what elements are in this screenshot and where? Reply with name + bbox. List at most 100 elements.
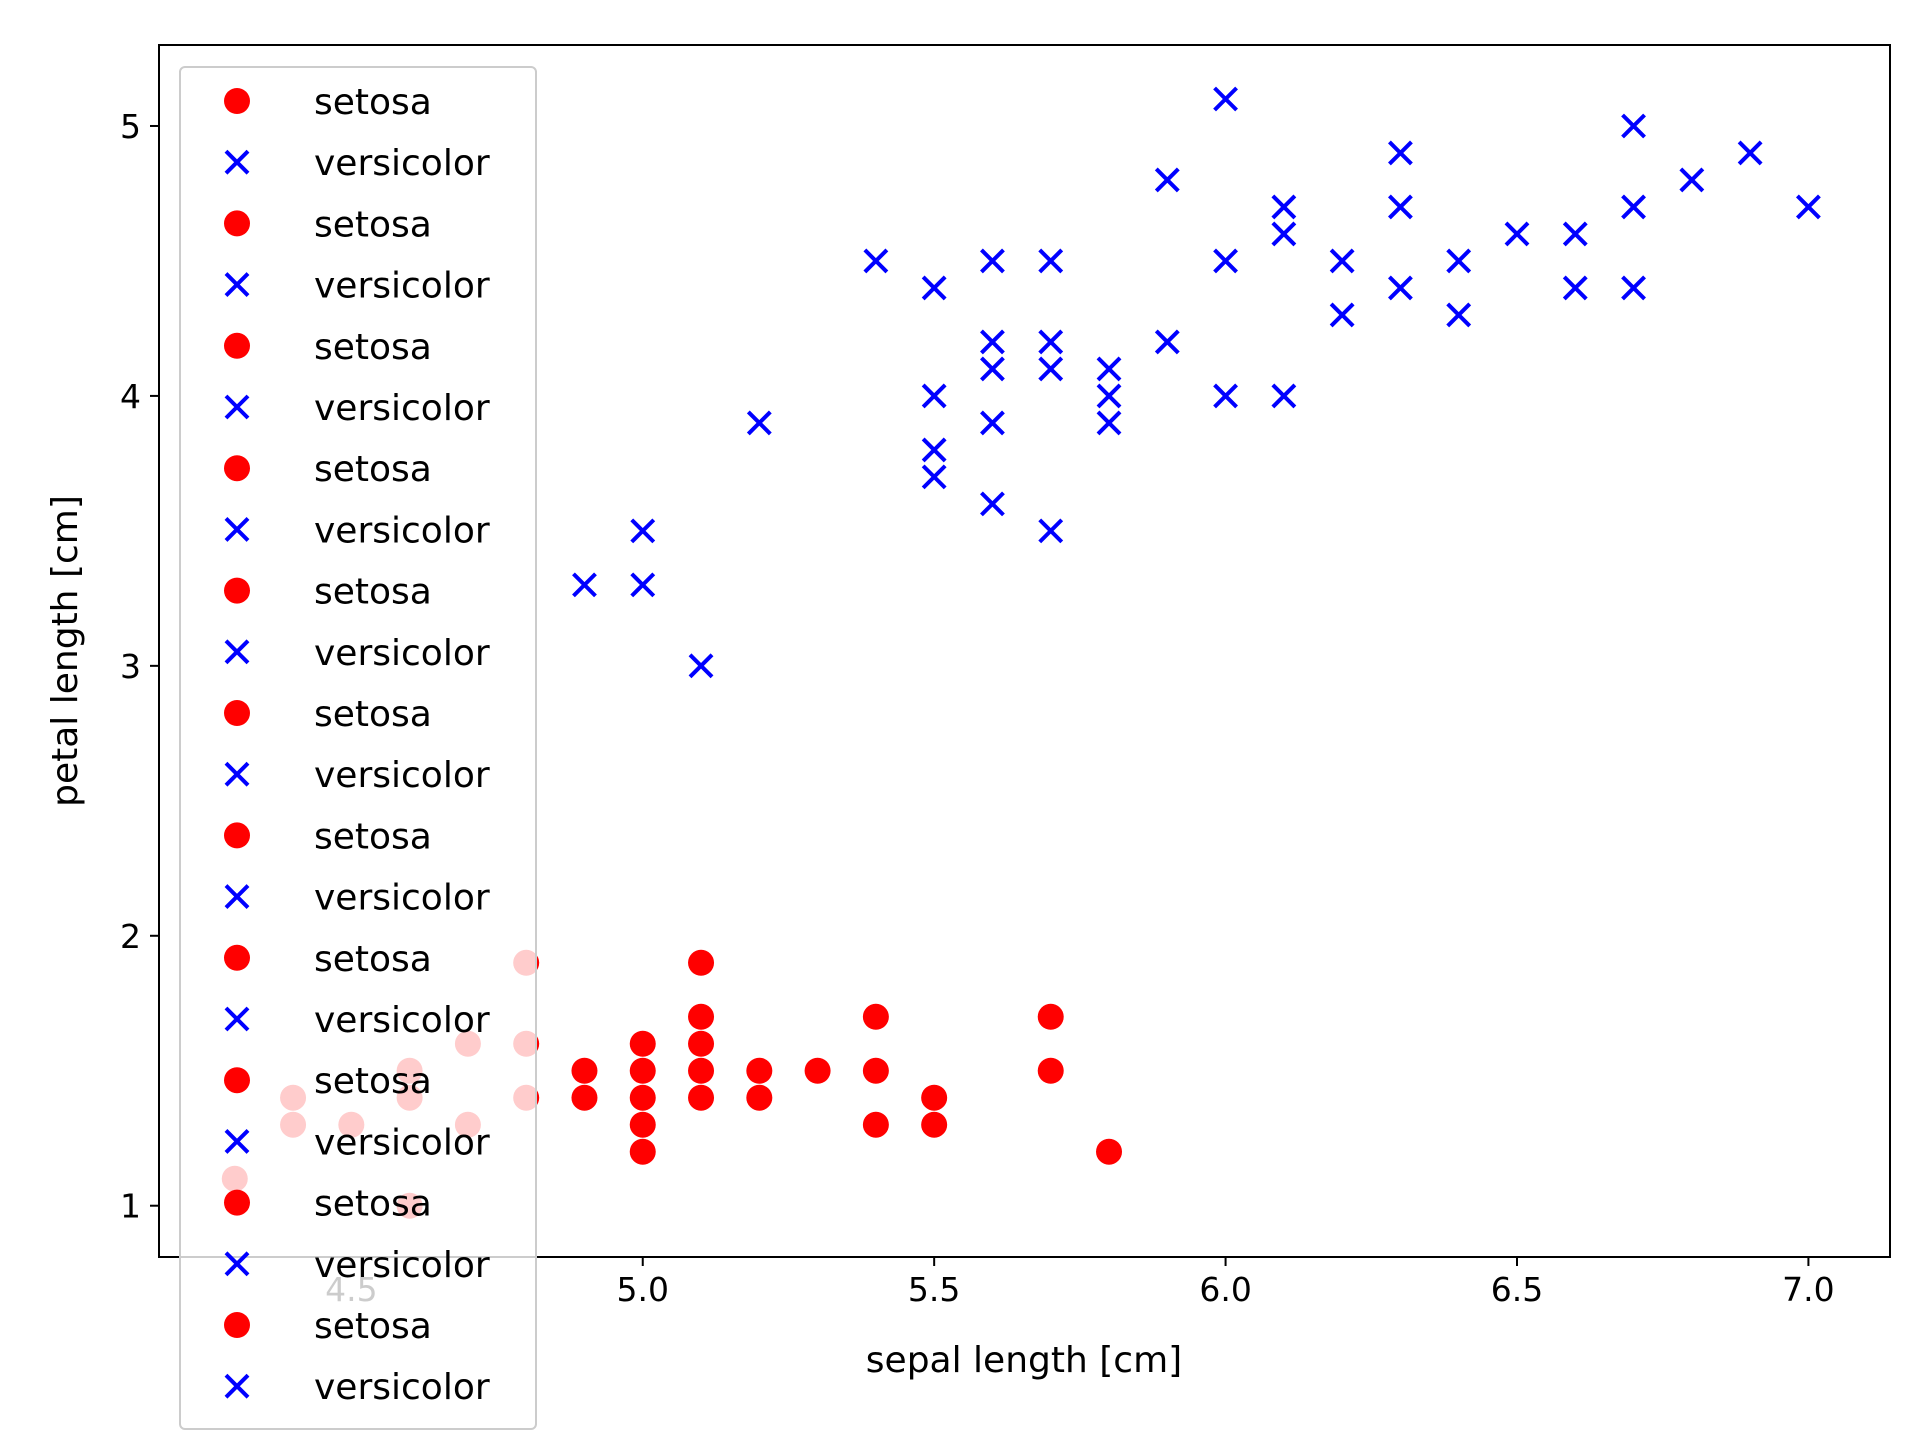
legend-label: setosa xyxy=(314,694,432,735)
legend-marker xyxy=(224,1006,250,1032)
versicolor-point xyxy=(1446,248,1472,274)
legend-item: versicolor xyxy=(224,878,490,919)
legend-item: versicolor xyxy=(224,755,490,796)
x-tick-label: 6.5 xyxy=(1491,1270,1543,1309)
x-tick-label: 6.0 xyxy=(1199,1270,1251,1309)
x-axis-ticks: 4.55.05.56.06.57.0 xyxy=(325,1257,1835,1309)
legend-item: setosa xyxy=(224,572,432,613)
versicolor-point xyxy=(980,410,1005,436)
legend: setosa versicolor setosa versicolor setosa ve… xyxy=(179,66,537,1430)
legend-item: versicolor xyxy=(224,633,490,674)
legend-marker xyxy=(224,639,250,665)
plot-frame xyxy=(158,44,1891,1258)
y-axis-ticks: 1 2 3 4 5 xyxy=(120,107,159,1226)
legend-marker xyxy=(224,1128,250,1154)
setosa-point xyxy=(629,1111,656,1138)
legend-frame xyxy=(179,66,537,1430)
legend-item: setosa xyxy=(224,1184,432,1225)
legend-marker xyxy=(224,332,250,359)
x-tick-label: 7.0 xyxy=(1782,1270,1834,1309)
legend-item: setosa xyxy=(224,1061,432,1102)
legend-item: setosa xyxy=(224,449,432,490)
versicolor-point xyxy=(1154,329,1180,355)
setosa-point xyxy=(862,1003,889,1030)
legend-marker xyxy=(224,1189,250,1216)
versicolor-point xyxy=(1038,518,1064,544)
versicolor-point xyxy=(1737,140,1763,166)
y-tick-label: 5 xyxy=(120,107,141,146)
legend-marker xyxy=(224,822,250,849)
versicolor-point xyxy=(1213,248,1238,274)
legend-item: setosa xyxy=(224,694,432,735)
versicolor-point xyxy=(630,572,656,598)
legend-marker xyxy=(224,700,250,726)
legend-item: versicolor xyxy=(224,510,490,551)
versicolor-point xyxy=(1329,302,1355,328)
versicolor-point xyxy=(980,356,1005,382)
versicolor-point xyxy=(1795,194,1821,220)
legend-item: versicolor xyxy=(224,1122,490,1163)
setosa-point xyxy=(688,1003,715,1030)
legend-item: versicolor xyxy=(224,143,490,184)
setosa-point xyxy=(688,949,715,976)
legend-marker xyxy=(224,88,250,114)
legend-marker xyxy=(224,455,250,482)
setosa-point xyxy=(921,1111,948,1138)
versicolor-point xyxy=(1562,275,1588,301)
legend-label: setosa xyxy=(314,816,432,857)
versicolor-point xyxy=(1154,167,1180,193)
setosa-point xyxy=(1037,1057,1064,1084)
legend-label: versicolor xyxy=(314,1000,490,1041)
setosa-point xyxy=(862,1057,889,1084)
setosa-point xyxy=(688,1057,715,1084)
versicolor-point xyxy=(1388,275,1413,301)
legend-label: setosa xyxy=(314,1061,432,1102)
legend-marker xyxy=(224,272,250,298)
legend-item: setosa xyxy=(224,939,432,980)
versicolor-point xyxy=(1271,194,1297,220)
legend-item: setosa xyxy=(224,204,432,245)
setosa-point xyxy=(746,1084,773,1111)
legend-marker xyxy=(224,210,250,237)
y-tick-label: 3 xyxy=(120,647,141,686)
versicolor-point xyxy=(921,275,947,301)
legend-label: versicolor xyxy=(314,633,490,674)
versicolor-point xyxy=(1096,410,1122,436)
series-versicolor xyxy=(572,86,1821,679)
legend-label: versicolor xyxy=(314,266,490,307)
legend-marker xyxy=(224,516,250,542)
x-tick-label: 5.0 xyxy=(617,1270,669,1309)
versicolor-point xyxy=(921,437,947,463)
legend-marker xyxy=(224,1373,250,1399)
legend-label: versicolor xyxy=(314,1122,490,1163)
legend-label: setosa xyxy=(314,1184,432,1225)
legend-marker xyxy=(224,577,250,604)
versicolor-point xyxy=(1621,275,1646,301)
versicolor-point xyxy=(1621,194,1646,220)
legend-item: versicolor xyxy=(224,266,490,307)
y-tick-label: 2 xyxy=(120,917,141,956)
versicolor-point xyxy=(1621,113,1646,139)
versicolor-point xyxy=(1213,383,1238,409)
versicolor-point xyxy=(1038,356,1064,382)
versicolor-point xyxy=(1446,302,1472,328)
versicolor-point xyxy=(1329,248,1355,274)
versicolor-point xyxy=(1213,86,1238,112)
versicolor-point xyxy=(1096,383,1122,409)
versicolor-point xyxy=(921,383,947,409)
legend-marker xyxy=(224,1251,250,1277)
legend-item: versicolor xyxy=(224,1367,490,1408)
versicolor-point xyxy=(746,410,772,436)
setosa-point xyxy=(1037,1003,1064,1030)
setosa-point xyxy=(804,1057,831,1084)
legend-label: versicolor xyxy=(314,1245,490,1286)
setosa-point xyxy=(688,1084,715,1111)
legend-marker xyxy=(224,761,250,787)
legend-marker xyxy=(224,1312,250,1338)
legend-item: versicolor xyxy=(224,388,490,429)
legend-item: versicolor xyxy=(224,1000,490,1041)
legend-marker xyxy=(224,394,250,420)
legend-label: versicolor xyxy=(314,143,490,184)
legend-label: versicolor xyxy=(314,388,490,429)
